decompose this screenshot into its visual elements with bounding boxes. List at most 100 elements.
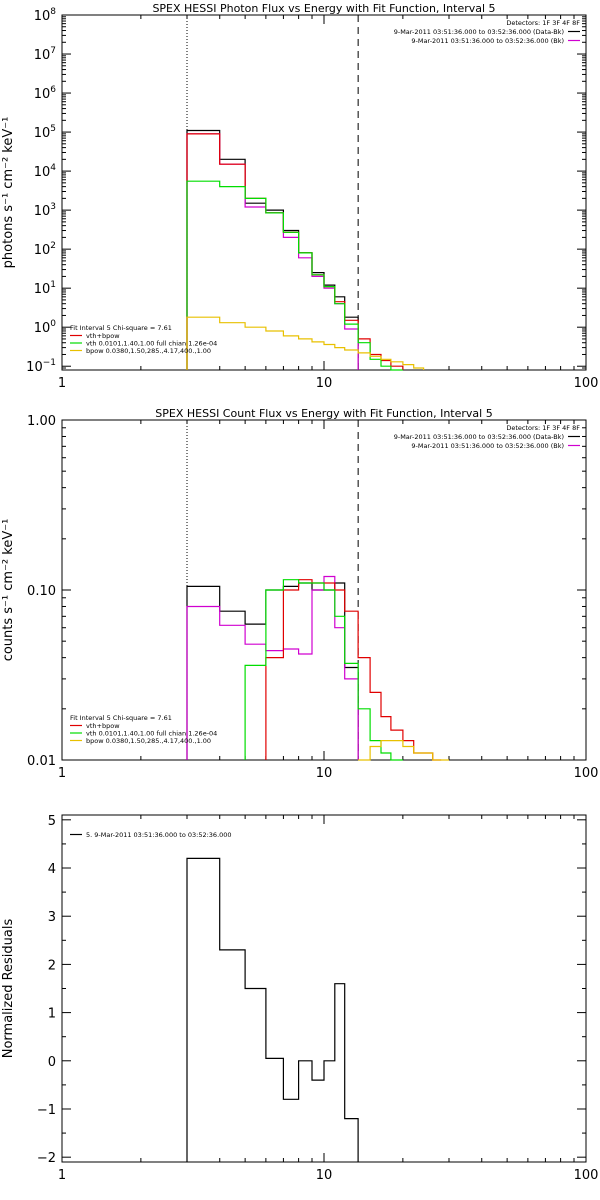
x-tick-label: 1 [58,766,66,781]
y-axis: 0.01 0.10 1.00 [27,414,586,769]
series-group [186,857,359,1162]
y-tick-exponent: 0 [50,319,56,329]
legend-left: 5. 9-Mar-2011 03:51:36.000 to 03:52:36.0… [70,831,232,839]
y-tick-exponent: 3 [50,202,56,212]
y-tick-label: 0 [48,1055,56,1070]
legend-entry: 9-Mar-2011 03:51:36.000 to 03:52:36.000 … [394,433,564,441]
series-line-5 [186,316,425,370]
legend-entry: 5. 9-Mar-2011 03:51:36.000 to 03:52:36.0… [86,831,232,839]
legend-entry: vth 0.0101,1.40,1.00 full chian 1.26e-04 [86,340,217,348]
y-tick-label: 101 [34,280,56,297]
x-tick-label: 100 [574,766,599,781]
legend-entry: vth+bpow [86,722,120,730]
x-tick-label: 1 [58,1168,66,1183]
chart-title: SPEX HESSI Photon Flux vs Energy with Fi… [152,2,495,15]
series-line-3 [186,133,404,370]
x-tick-label: 1 [58,376,66,391]
y-tick-label: 103 [34,202,56,219]
legend-entry: 9-Mar-2011 03:51:36.000 to 03:52:36.000 … [394,28,564,36]
plot-frame [61,814,587,1163]
y-axis: −2 −1 0 1 2 3 4 5 [37,814,586,1166]
y-tick-base: 10 [34,204,51,219]
y-tick-exponent: 7 [50,46,56,56]
y-tick-label: 0.01 [27,754,56,769]
series-line-4 [186,180,403,371]
series-line-1 [186,129,359,370]
y-tick-exponent: 6 [50,85,56,95]
legend-entry: 9-Mar-2011 03:51:36.000 to 03:52:36.000 … [411,442,564,450]
legend-entry: vth+bpow [86,332,120,340]
y-tick-label: 5 [48,814,56,829]
y-axis-label: photons s⁻¹ cm⁻² keV⁻¹ [1,117,16,269]
x-tick-label: 10 [316,766,333,781]
y-tick-label: 4 [48,862,56,877]
y-tick-base: 10 [34,87,51,102]
y-tick-label: 106 [34,85,57,102]
y-tick-exponent: 8 [50,7,56,17]
y-tick-label: 107 [34,46,56,63]
y-tick-exponent: 4 [50,163,56,173]
series-group [186,129,425,371]
legend-header: Fit Interval 5 Chi-square = 7.61 [70,324,172,332]
x-tick-label: 10 [316,1168,333,1183]
panel-3: 1 10 100 −2 −1 0 1 2 3 4 5 Normalized Residuals 5. 9… [1,814,598,1183]
legend-right: Detectors: 1F 3F 4F 8F9-Mar-2011 03:51:3… [394,424,581,450]
y-tick-label: −2 [37,1151,56,1166]
legend-right: Detectors: 1F 3F 4F 8F9-Mar-2011 03:51:3… [394,19,581,45]
y-tick-base: 10 [34,126,51,141]
y-tick-base: 10 [34,321,51,336]
x-tick-label: 100 [574,1168,599,1183]
y-axis-label: counts s⁻¹ cm⁻² keV⁻¹ [1,519,16,662]
y-tick-base: 10 [34,48,51,63]
y-tick-exponent: 5 [50,124,56,134]
x-tick-label: 10 [316,376,333,391]
legend-header: Fit Interval 5 Chi-square = 7.61 [70,714,172,722]
series-line-2 [186,133,359,370]
x-axis: 1 10 100 [58,420,599,781]
y-axis-label: Normalized Residuals [1,919,16,1059]
y-tick-exponent: 2 [50,241,56,251]
x-axis: 1 10 100 [58,815,599,1183]
legend-header: Detectors: 1F 3F 4F 8F [506,424,580,432]
series-line-3 [265,579,442,761]
x-axis: 1 10 100 [58,15,599,391]
y-tick-label: 0.10 [27,584,56,599]
y-tick-label: 1 [48,1007,56,1022]
plot-frame [61,14,587,371]
y-tick-base: 10 [34,243,51,258]
legend-entry: bpow 0.0380,1.50,285.,4.17,400.,1.00 [86,347,211,355]
y-tick-base: 10 [34,165,51,180]
chart-title: SPEX HESSI Count Flux vs Energy with Fit… [155,407,492,420]
panel-1: SPEX HESSI Photon Flux vs Energy with Fi… [1,2,598,391]
y-tick-label: 104 [34,163,57,180]
y-tick-label: 2 [48,958,56,973]
panel-2: SPEX HESSI Count Flux vs Energy with Fit… [1,407,598,781]
series-group [186,575,449,761]
series-line-2 [186,575,359,760]
y-tick-label: 108 [34,7,57,24]
legend-header: Detectors: 1F 3F 4F 8F [506,19,580,27]
y-tick-base: 10 [34,9,51,24]
legend-left: Fit Interval 5 Chi-square = 7.61vth+bpow… [70,714,217,745]
series-line-1 [186,857,359,1162]
y-tick-label: 3 [48,910,56,925]
series-line-5 [358,740,449,761]
y-tick-label: −1 [37,1103,56,1118]
y-tick-label: 10−1 [26,358,56,375]
y-tick-label: 100 [34,319,57,336]
y-tick-base: 10 [34,282,51,297]
y-tick-base: 10 [26,360,43,375]
y-tick-exponent: 1 [50,280,56,290]
y-tick-exponent: −1 [43,358,56,368]
legend-entry: bpow 0.0380,1.50,285.,4.17,400.,1.00 [86,737,211,745]
legend-entry: 9-Mar-2011 03:51:36.000 to 03:52:36.000 … [411,37,564,45]
y-tick-label: 102 [34,241,56,258]
x-tick-label: 100 [574,376,599,391]
y-tick-label: 1.00 [27,414,56,429]
legend-entry: vth 0.0101,1.40,1.00 full chian 1.26e-04 [86,730,217,738]
legend-left: Fit Interval 5 Chi-square = 7.61vth+bpow… [70,324,217,355]
series-line-4 [244,579,403,761]
y-tick-label: 105 [34,124,56,141]
